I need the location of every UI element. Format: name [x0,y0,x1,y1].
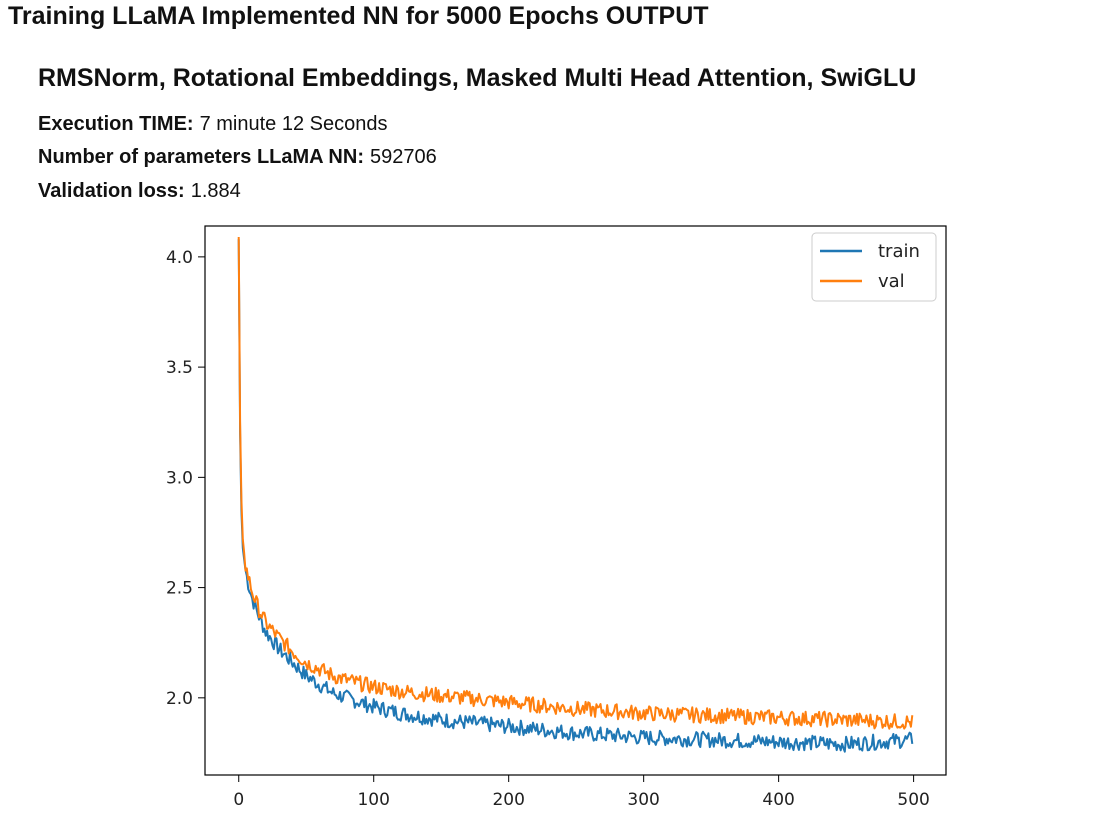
y-tick-label: 3.0 [166,468,193,488]
y-tick-label: 2.5 [166,579,193,599]
legend-label-train: train [878,241,920,262]
page-subtitle: RMSNorm, Rotational Embeddings, Masked M… [38,64,917,92]
x-tick-label: 400 [762,790,794,810]
y-tick-label: 3.5 [166,358,193,378]
series-line-train [237,239,914,753]
x-tick-label: 500 [897,790,929,810]
axes: 0 100 200 300 400 500 2.0 2.5 3.0 3.5 4.0 [166,248,930,810]
x-tick-label: 300 [627,790,659,810]
series-line-val [237,236,914,730]
x-tick-label: 0 [233,790,244,810]
stat-parameter-count: Number of parameters LLaMA NN: 592706 [38,146,437,169]
stat-value: 1.884 [190,180,241,202]
x-tick-label: 200 [492,790,524,810]
page-title: Training LLaMA Implemented NN for 5000 E… [8,2,709,30]
y-tick-label: 4.0 [166,248,193,268]
stat-label: Validation loss: [38,180,185,202]
stat-execution-time: Execution TIME: 7 minute 12 Seconds [38,113,387,136]
x-tick-label: 100 [357,790,389,810]
stat-value: 592706 [369,146,437,168]
stat-value: 7 minute 12 Seconds [199,113,388,135]
legend: train val [811,232,937,302]
stat-validation-loss: Validation loss: 1.884 [38,180,241,203]
stat-label: Execution TIME: [38,113,194,135]
y-tick-label: 2.0 [166,689,193,709]
legend-label-val: val [878,271,905,292]
plot-frame [204,225,947,776]
series-lines [237,236,914,753]
stat-label: Number of parameters LLaMA NN: [38,146,364,168]
